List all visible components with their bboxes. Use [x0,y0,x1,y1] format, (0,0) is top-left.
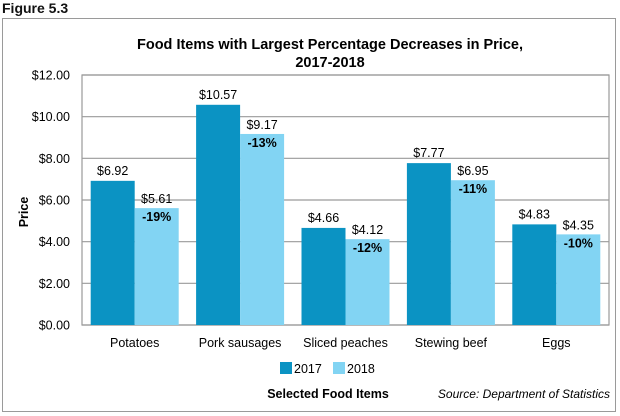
chart-title: Food Items with Largest Percentage Decre… [137,37,523,53]
data-label: $6.95 [457,164,488,178]
data-label: $9.17 [246,118,277,132]
bar-2017 [196,104,241,326]
bar-2018 [240,133,285,325]
bar-2017 [512,224,557,325]
percent-change-label: -19% [142,210,171,224]
source-note: Source: Department of Statistics [438,387,610,401]
y-tick-label: $6.00 [39,194,70,208]
x-tick-label: Potatoes [110,336,159,350]
data-label: $10.57 [199,88,237,102]
bar-2018 [345,239,390,325]
bar-2018 [134,208,179,325]
y-tick-label: $4.00 [39,235,70,249]
data-label: $4.83 [519,207,550,221]
percent-change-label: -11% [459,182,488,196]
figure-label: Figure 5.3 [2,0,69,16]
legend-label: 2018 [347,362,375,376]
data-label: $6.92 [97,164,128,178]
bar-2018 [556,234,601,325]
data-label: $4.66 [308,211,339,225]
legend-swatch-2017 [280,362,292,374]
y-tick-label: $12.00 [32,69,70,83]
x-tick-label: Eggs [542,336,571,350]
y-tick-label: $0.00 [39,319,70,333]
x-tick-label: Stewing beef [415,336,488,350]
percent-change-label: -13% [248,136,277,150]
y-tick-label: $8.00 [39,152,70,166]
legend-label: 2017 [294,362,322,376]
data-label: $5.61 [141,192,172,206]
bar-2017 [90,180,135,325]
legend-swatch-2018 [333,362,345,374]
y-axis-title: Price [17,197,31,228]
bar-2017 [406,163,451,325]
y-tick-label: $10.00 [32,110,70,124]
data-label: $7.77 [413,146,444,160]
chart-frame [2,18,616,412]
percent-change-label: -12% [353,241,382,255]
y-tick-label: $2.00 [39,277,70,291]
x-axis-title: Selected Food Items [267,387,389,401]
percent-change-label: -10% [564,236,593,250]
x-tick-label: Sliced peaches [303,336,388,350]
x-tick-label: Pork sausages [199,336,282,350]
chart-title-line2: 2017-2018 [295,55,364,71]
bar-2017 [301,227,346,325]
data-label: $4.35 [563,218,594,232]
bar-2018 [450,180,495,325]
data-label: $4.12 [352,223,383,237]
